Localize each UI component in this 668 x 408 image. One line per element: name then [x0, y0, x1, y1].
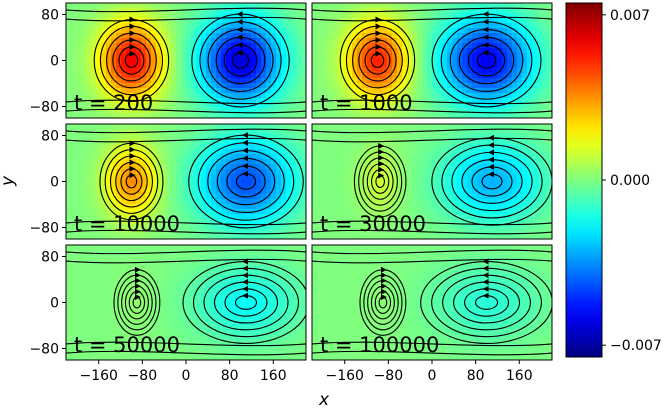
streamline: [66, 108, 306, 114]
x-tick-label: −160: [80, 368, 118, 384]
colorbar-tick-label: 0.000: [610, 173, 650, 189]
y-tick-label: 0: [50, 175, 59, 191]
streamline: [66, 99, 306, 105]
streamline: [66, 7, 306, 13]
streamline: [66, 128, 306, 134]
y-tick-label: 0: [50, 296, 59, 312]
x-axis-label: x: [318, 390, 330, 408]
y-tick-label: 80: [41, 8, 59, 24]
y-tick-label: 80: [41, 250, 59, 266]
panel: t = 200 80 0 −80: [29, 2, 307, 119]
panel: t = 1000: [311, 2, 553, 119]
streamline: [312, 350, 552, 356]
vorticity-field: [66, 245, 306, 360]
panel-time-label: t = 1000: [320, 91, 413, 115]
y-tick-label: 80: [41, 129, 59, 145]
panel-time-label: t = 100000: [320, 333, 439, 357]
streamline: [66, 341, 306, 347]
vorticity-field: [312, 124, 552, 239]
y-tick-label: 0: [50, 54, 59, 70]
x-tick-label: −160: [326, 368, 364, 384]
streamline: [312, 99, 552, 105]
colorbar: 0.007 0.000 −0.007: [565, 2, 662, 358]
y-tick-label: −80: [29, 100, 59, 116]
streamline: [312, 249, 552, 255]
x-tick-label: −80: [374, 368, 404, 384]
streamline: [312, 128, 552, 134]
streamline: [66, 137, 306, 143]
x-tick-label: 160: [506, 368, 533, 384]
x-tick-label: −80: [128, 368, 158, 384]
streamline: [312, 229, 552, 235]
colorbar-tick-label: −0.007: [610, 338, 662, 354]
x-tick-label: 0: [182, 368, 191, 384]
vorticity-field: [66, 3, 306, 118]
panel: t = 30000: [311, 123, 553, 240]
colorbar-gradient: [565, 2, 603, 358]
x-tick-label: 80: [467, 368, 485, 384]
panel: t = 50000 80 0 −80 −160 −80 0 80 160: [29, 244, 307, 384]
panel-time-label: t = 200: [74, 91, 153, 115]
panel-time-label: t = 30000: [320, 212, 426, 236]
streamline: [66, 229, 306, 235]
x-tick-label: 160: [260, 368, 287, 384]
streamline: [66, 249, 306, 255]
panel-frame: [311, 123, 553, 240]
vorticity-field: [312, 3, 552, 118]
streamline: [312, 258, 552, 264]
vorticity-field: [312, 245, 552, 360]
panel-time-label: t = 50000: [74, 333, 180, 357]
streamline: [312, 137, 552, 143]
panel: t = 100000 −160 −80 0 80 160: [311, 244, 553, 384]
streamline: [66, 16, 306, 22]
streamline: [312, 108, 552, 114]
streamline: [66, 258, 306, 264]
streamline: [312, 16, 552, 22]
y-tick-label: −80: [29, 342, 59, 358]
streamline: [312, 220, 552, 226]
y-tick-label: −80: [29, 221, 59, 237]
streamline: [312, 7, 552, 13]
x-tick-label: 80: [221, 368, 239, 384]
panel-time-label: t = 10000: [74, 212, 180, 236]
streamline: [312, 341, 552, 347]
x-tick-label: 0: [428, 368, 437, 384]
streamline: [66, 350, 306, 356]
colorbar-tick-label: 0.007: [610, 8, 650, 24]
panel: t = 10000 80 0 −80: [29, 123, 307, 240]
streamline: [66, 220, 306, 226]
y-axis-label: y: [0, 175, 18, 187]
panel-frame: [311, 2, 553, 119]
vorticity-field: [66, 124, 306, 239]
